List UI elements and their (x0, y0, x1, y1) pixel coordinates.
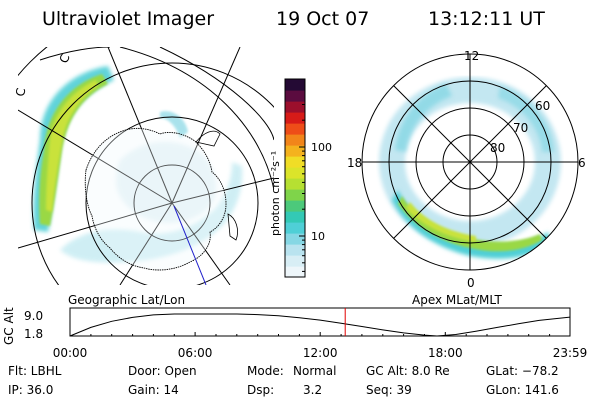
xtick-label: 00:00 (53, 346, 88, 360)
colorbar-stripe (285, 244, 305, 256)
colorbar-unit-label: photon cm⁻²s⁻¹ (269, 151, 282, 236)
seq-value: Seq: 39 (366, 383, 412, 397)
glat-value: GLat: −78.2 (486, 364, 559, 378)
mlt-label-12: 12 (464, 49, 479, 63)
apex-grid (361, 53, 579, 271)
colorbar-stripe (285, 156, 305, 168)
colorbar-stripe (285, 266, 305, 278)
dsp-value: 3.2 (303, 383, 322, 397)
geo-map-label: Geographic Lat/Lon (68, 293, 185, 307)
door-value: Door: Open (128, 364, 197, 378)
ytick-min: 1.8 (24, 327, 43, 341)
colorbar-stripe (285, 79, 305, 91)
apex-aurora-image (379, 77, 561, 259)
coast-fragment-2 (227, 213, 238, 241)
lat-label-70: 70 (513, 121, 528, 135)
filter-value: Flt: LBHL (8, 364, 62, 378)
continent-outline (84, 127, 227, 271)
colorbar-stripe (285, 255, 305, 267)
colorbar-stripe (285, 200, 305, 212)
instrument-title: Ultraviolet Imager (42, 8, 214, 30)
info-panel: Flt: LBHL IP: 36.0 Door: Open Gain: 14 M… (8, 364, 559, 397)
mode-label: Mode: (247, 364, 284, 378)
colorbar: 100 10 photon cm⁻²s⁻¹ (269, 78, 332, 278)
colorbar-stripe (285, 233, 305, 245)
lat-label-60: 60 (535, 99, 550, 113)
colorbar-stripes (285, 79, 305, 278)
mode-value: Normal (293, 364, 336, 378)
colorbar-frame (284, 78, 306, 278)
colorbar-stripe (285, 222, 305, 234)
apex-map-label: Apex MLat/MLT (412, 293, 502, 307)
mlt-label-6: 6 (578, 156, 586, 170)
geographic-map (18, 47, 274, 285)
altitude-plot-frame (69, 307, 571, 337)
colorbar-tick-label: 10 (311, 230, 325, 243)
colorbar-stripe (285, 134, 305, 146)
altitude-plot: 9.0 1.8 GC Alt 00:00 06:00 12:00 18:00 23:59 (2, 307, 587, 360)
altitude-ylabel: GC Alt (2, 307, 16, 345)
geo-meridians (18, 47, 274, 285)
mlt-label-18: 18 (347, 156, 362, 170)
coast-fragment (195, 130, 221, 147)
colorbar-ticks: 100 10 (299, 104, 332, 272)
dsp-label: Dsp: (247, 383, 274, 397)
colorbar-stripe (285, 123, 305, 135)
ip-value: IP: 36.0 (8, 383, 53, 397)
gc-alt-value: GC Alt: 8.0 Re (366, 364, 450, 378)
xtick-label: 23:59 (553, 346, 588, 360)
lat-label-80: 80 (490, 141, 505, 155)
colorbar-stripe (285, 178, 305, 190)
gain-value: Gain: 14 (128, 383, 179, 397)
colorbar-stripe (285, 112, 305, 124)
colorbar-stripe (285, 189, 305, 201)
colorbar-tick-label: 100 (311, 141, 332, 154)
colorbar-stripe (285, 145, 305, 157)
geo-letter-2: C (13, 87, 28, 98)
altitude-xticks: 00:00 06:00 12:00 18:00 23:59 (53, 332, 588, 360)
ytick-max: 9.0 (24, 309, 43, 323)
apex-map: 12 18 6 0 60 70 80 (347, 49, 586, 290)
mlt-label-0: 0 (467, 276, 475, 290)
geo-outer-arcs (39, 47, 274, 191)
date-label: 19 Oct 07 (276, 8, 369, 30)
xtick-label: 18:00 (428, 346, 463, 360)
glon-value: GLon: 141.6 (486, 383, 559, 397)
orbit-track (173, 205, 207, 285)
xtick-label: 06:00 (178, 346, 213, 360)
xtick-label: 12:00 (303, 346, 338, 360)
time-label: 13:12:11 UT (428, 8, 545, 30)
colorbar-stripe (285, 101, 305, 113)
geo-latitude-circles (18, 47, 274, 285)
colorbar-stripe (285, 90, 305, 102)
colorbar-stripe (285, 167, 305, 179)
colorbar-stripe (285, 211, 305, 223)
geo-letter-1: C (57, 52, 73, 65)
altitude-curve (69, 313, 571, 337)
